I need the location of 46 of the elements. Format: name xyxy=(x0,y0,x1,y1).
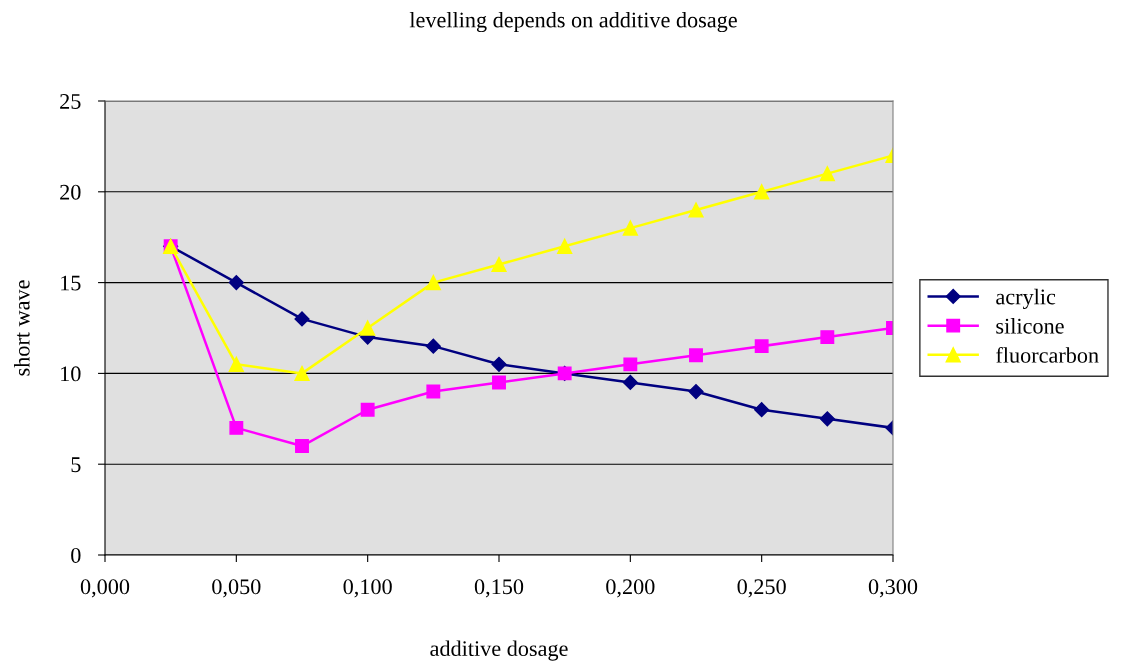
point xyxy=(688,383,704,400)
point xyxy=(820,330,835,345)
point xyxy=(491,356,507,372)
x-tick-label: 0,200 xyxy=(606,579,655,598)
legend-label: acrylic xyxy=(996,288,1056,309)
point xyxy=(425,274,441,291)
y-tick-label: 25 xyxy=(60,93,81,109)
point xyxy=(229,420,244,435)
point xyxy=(360,402,375,417)
point xyxy=(426,384,441,399)
point xyxy=(622,374,638,391)
x-tick-label: 0,150 xyxy=(474,579,524,598)
x-tick-label: 0,100 xyxy=(343,579,392,598)
point xyxy=(688,202,704,218)
y-axis-title: short wave xyxy=(14,280,30,376)
point xyxy=(819,166,835,182)
point xyxy=(819,411,835,427)
point xyxy=(622,220,638,236)
point xyxy=(360,320,376,336)
point xyxy=(228,275,244,291)
x-axis-title: additive dosage xyxy=(430,640,568,661)
chart-title: levelling depends on additive dosage xyxy=(409,11,737,33)
point xyxy=(689,348,703,363)
x-tick-label: 0,300 xyxy=(868,579,918,598)
point xyxy=(557,238,573,254)
y-tick-label: 15 xyxy=(61,275,81,291)
x-tick-label: 0,000 xyxy=(80,579,130,598)
point xyxy=(228,356,244,372)
point xyxy=(491,256,507,273)
point xyxy=(294,365,310,382)
point xyxy=(754,339,769,354)
point xyxy=(492,375,506,390)
x-tick-label: 0,050 xyxy=(212,579,261,598)
point xyxy=(754,402,770,418)
y-tick-label: 0 xyxy=(71,547,81,563)
x-tick-label: 0,250 xyxy=(737,579,786,598)
legend-label: fluorcarbon xyxy=(996,346,1099,363)
y-tick-label: 10 xyxy=(61,366,81,382)
point xyxy=(295,439,309,453)
y-tick-label: 20 xyxy=(60,184,81,200)
point xyxy=(623,357,638,372)
y-tick-label: 5 xyxy=(71,457,81,473)
legend-label: silicone xyxy=(996,318,1064,334)
point xyxy=(754,184,770,200)
point xyxy=(425,338,441,354)
point xyxy=(294,311,310,327)
